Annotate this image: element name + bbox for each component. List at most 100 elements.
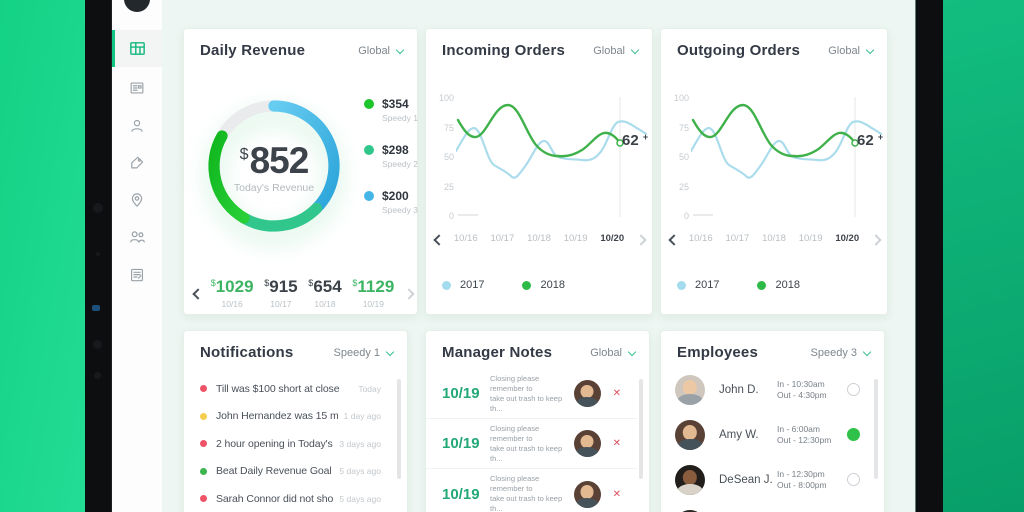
delete-note-button[interactable]: ✕ [612,438,621,449]
orders-line-chart [691,97,883,217]
sidebar-item-locations[interactable] [112,181,162,218]
date-label[interactable]: 10/17 [725,233,750,244]
employee-row[interactable]: DeSean J. In - 12:30pm Out - 8:00pm [675,457,860,502]
daily-revenue-filter-dropdown[interactable]: Global [358,45,403,57]
notification-list: Till was $100 short at close Today John … [200,375,381,512]
manager-note[interactable]: 10/19 Closing please remember to take out… [426,419,637,469]
sidebar-item-dashboard[interactable] [112,30,162,67]
notifications-card: Notifications Speedy 1 Till was $100 sho… [183,330,408,512]
notification-item[interactable]: Beat Daily Revenue Goal by $... 5 days a… [200,458,381,486]
currency-symbol: $ [239,146,249,163]
status-toggle[interactable] [847,473,860,486]
active-indicator [112,30,115,67]
notification-item[interactable]: Till was $100 short at close Today [200,375,381,403]
chevron-right-icon[interactable] [872,235,880,243]
scrollbar[interactable] [397,379,401,479]
severity-dot-icon [200,385,207,393]
date-label[interactable]: 10/16 [453,233,478,244]
manager-avatar [573,430,601,457]
manager-avatar [573,480,601,508]
notification-item[interactable]: 2 hour opening in Today's s... 3 days ag… [200,430,381,458]
todays-revenue-total: $852 [239,140,310,181]
note-text: Closing please remember to take out trash… [490,423,563,463]
manager-avatar [573,380,601,407]
revenue-legend: $354 Speedy 1 $298 Speedy 2 $200 Speedy 3 [364,97,418,235]
incoming-orders-filter-dropdown[interactable]: Global [593,45,638,57]
chart-end-value: 62 + [622,132,649,149]
sidebar-item-notes[interactable] [112,256,162,293]
filter-value: Speedy 3 [810,346,857,359]
card-title: Manager Notes [442,344,553,361]
chevron-down-icon [631,47,638,54]
outgoing-orders-filter-dropdown[interactable]: Global [828,45,873,57]
date-label[interactable]: 10/18 [762,233,786,244]
manager-note[interactable]: 10/19 Closing please remember to take out… [426,369,637,419]
y-axis-labels: 100 75 50 25 0 [438,93,454,221]
severity-dot-icon [200,412,207,420]
date-label[interactable]: 10/18 [527,233,551,244]
person-icon [131,119,143,132]
chevron-left-icon[interactable] [433,235,441,243]
legend-dot-icon [677,280,686,290]
card-title: Employees [677,344,759,361]
bezel-camera-dot [93,340,102,349]
sidebar-item-pricing[interactable] [112,144,162,181]
manager-note[interactable]: 10/19 Closing please remember to take out… [426,469,637,512]
sidebar [112,0,162,512]
sidebar-item-register[interactable] [112,69,162,106]
note-date: 10/19 [442,385,480,402]
chevron-left-icon[interactable] [192,289,200,297]
employee-row[interactable] [675,502,860,512]
employee-avatar [675,464,705,495]
employees-filter-dropdown[interactable]: Speedy 3 [811,347,870,359]
legend-dot-icon [364,191,374,201]
severity-dot-icon [200,495,207,503]
employee-row[interactable]: Amy W. In - 6:00am Out - 12:30pm [675,412,860,457]
revenue-history-carousel: $1029 10/16 $915 10/17 $654 10/18 $1129 … [192,277,413,309]
date-label-active[interactable]: 10/20 [835,233,860,244]
card-title: Incoming Orders [442,42,566,59]
note-text: Closing please remember to take out trash… [490,474,563,512]
daily-revenue-card: Daily Revenue Global [183,28,418,315]
delete-note-button[interactable]: ✕ [612,488,621,500]
background-left [0,0,85,512]
chevron-left-icon[interactable] [668,235,676,243]
legend-item: $354 Speedy 1 [364,97,418,123]
scrollbar[interactable] [874,379,878,479]
notifications-filter-dropdown[interactable]: Speedy 1 [334,347,393,359]
manager-notes-filter-dropdown[interactable]: Global [590,347,635,359]
pin-icon [131,192,143,207]
date-label[interactable]: 10/19 [563,233,588,244]
card-title: Notifications [200,344,294,361]
sidebar-item-team[interactable] [112,218,162,255]
filter-value: Global [590,346,622,359]
history-item: $915 10/17 [264,277,298,309]
grid-icon [129,42,145,55]
scrollbar[interactable] [639,379,643,479]
delete-note-button[interactable]: ✕ [612,388,621,399]
tablet-bezel-right [915,0,943,512]
date-label[interactable]: 10/17 [490,233,515,244]
notification-item[interactable]: Sarah Connor did not show u... 5 days ag… [200,485,381,512]
sidebar-item-profile[interactable] [112,107,162,144]
chart-legend: 2017 2018 [442,279,565,291]
notification-item[interactable]: John Hernandez was 15 min... 1 day ago [200,403,381,431]
employee-times: In - 6:00am Out - 12:30pm [777,423,832,445]
chevron-right-icon[interactable] [637,235,645,243]
filter-value: Global [358,44,390,57]
chart-legend: 2017 2018 [677,279,800,291]
chevron-down-icon [866,47,873,54]
chart-end-value: 62 + [857,132,884,149]
date-label[interactable]: 10/16 [688,233,713,244]
history-item: $654 10/18 [308,277,342,309]
status-toggle[interactable] [847,383,860,396]
employee-times: In - 10:30am Out - 4:30pm [777,378,827,400]
status-toggle[interactable] [847,428,860,441]
employee-times: In - 12:30pm Out - 8:00pm [777,468,827,490]
chevron-right-icon[interactable] [405,289,413,297]
employee-row[interactable]: John D. In - 10:30am Out - 4:30pm [675,367,860,412]
date-label-active[interactable]: 10/20 [600,233,625,244]
chevron-down-icon [863,349,870,356]
date-label[interactable]: 10/19 [798,233,823,244]
bezel-camera-dot [96,252,100,256]
